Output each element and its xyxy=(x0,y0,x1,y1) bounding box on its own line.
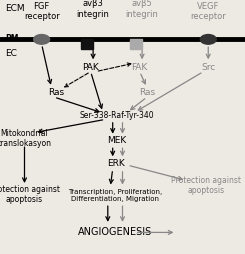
Text: ERK: ERK xyxy=(108,159,125,168)
Text: Transcription, Proliferation,
Differentiation, Migration: Transcription, Proliferation, Differenti… xyxy=(68,189,162,202)
Bar xyxy=(130,39,142,49)
Ellipse shape xyxy=(200,35,216,44)
Text: avβ3
integrin: avβ3 integrin xyxy=(77,0,110,19)
Text: Src: Src xyxy=(201,63,215,72)
Text: Mitokondrial
translokasyon: Mitokondrial translokasyon xyxy=(0,129,51,148)
Ellipse shape xyxy=(34,35,49,44)
Bar xyxy=(81,39,93,49)
Text: avβ5
integrin: avβ5 integrin xyxy=(126,0,159,19)
Text: MEK: MEK xyxy=(107,136,126,146)
Text: EC: EC xyxy=(5,49,17,58)
Text: VEGF
receptor: VEGF receptor xyxy=(190,2,226,21)
Text: ECM: ECM xyxy=(5,4,24,13)
Text: FGF
receptor: FGF receptor xyxy=(24,2,60,21)
Text: Protection against
apoptosis: Protection against apoptosis xyxy=(171,176,241,195)
Text: PAK: PAK xyxy=(82,63,99,72)
Text: PM: PM xyxy=(5,34,18,43)
Text: Protection against
apoptosis: Protection against apoptosis xyxy=(0,185,60,204)
Text: Ras: Ras xyxy=(48,88,64,97)
Text: Ser-338-Raf-Tyr-340: Ser-338-Raf-Tyr-340 xyxy=(79,111,154,120)
Text: ANGIOGENESIS: ANGIOGENESIS xyxy=(78,227,152,237)
Text: FAK: FAK xyxy=(132,63,148,72)
Text: Ras: Ras xyxy=(139,88,155,97)
